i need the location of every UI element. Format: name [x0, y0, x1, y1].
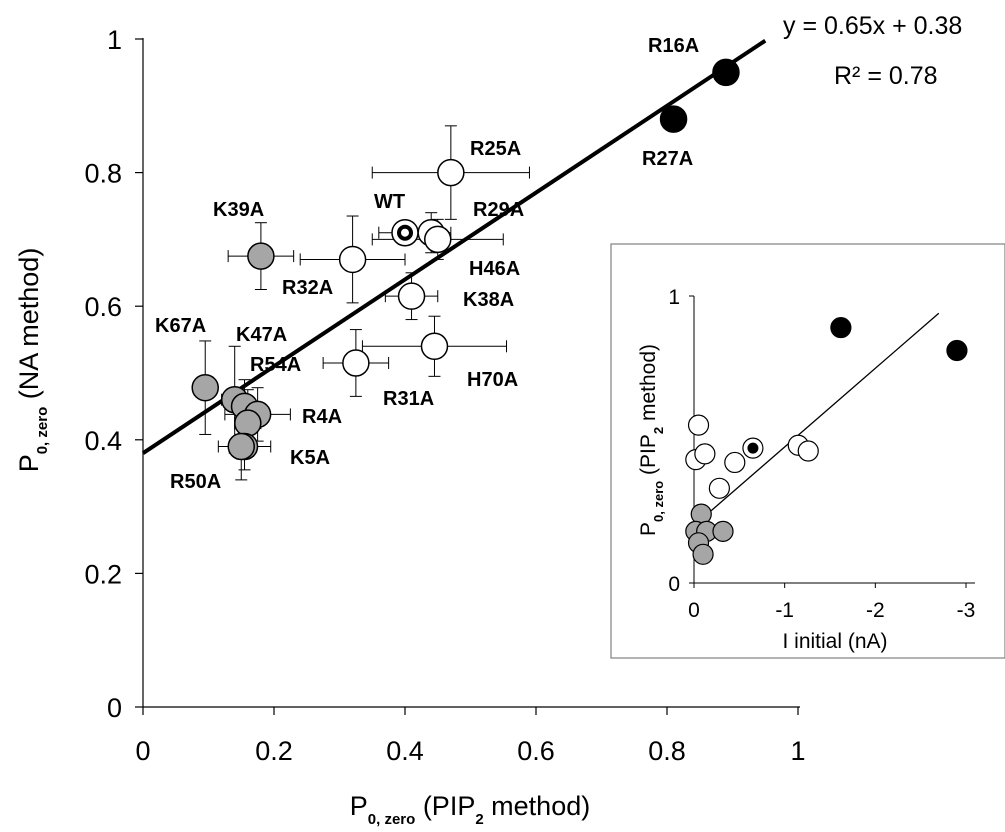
inset-x-tick-label: 0 — [688, 599, 700, 622]
y-tick-label: 0.2 — [84, 559, 122, 589]
inset-data-point — [724, 451, 746, 474]
point-label-r31a: R31A — [383, 388, 434, 410]
inset-data-point — [830, 316, 852, 339]
data-point-r32a — [338, 245, 367, 274]
inset-x-tick-label: -1 — [775, 599, 794, 622]
point-label-k38a: K38A — [463, 289, 514, 311]
inset-data-point — [946, 339, 968, 362]
inset-data-point — [694, 443, 716, 465]
inset-x-tick-label: -2 — [866, 599, 885, 622]
inset-x-tick-label: -3 — [957, 599, 976, 622]
y-tick-label: 0.8 — [84, 159, 122, 189]
point-label-wt: WT — [374, 191, 405, 213]
point-label-k67a: K67A — [155, 315, 206, 337]
x-tick-label: 0.6 — [517, 736, 555, 766]
regression-line — [141, 39, 767, 455]
data-point-r31a — [342, 349, 370, 377]
point-label-r16a: R16A — [648, 35, 699, 57]
equation-label: y = 0.65x + 0.38 — [783, 12, 962, 40]
point-label-k47a: K47A — [236, 324, 287, 346]
point-label-r27a: R27A — [642, 148, 693, 170]
y-tick-label: 0 — [107, 693, 122, 723]
inset-wt-inner-dot — [747, 442, 759, 454]
data-point-r27a — [659, 105, 688, 133]
inset-data-point — [797, 440, 819, 462]
point-label-h46a: H46A — [469, 258, 520, 280]
point-label-r32a: R32A — [282, 277, 333, 299]
x-tick-label: 0 — [135, 736, 150, 766]
inset-y-tick-label: 1 — [668, 286, 680, 309]
inset-y-tick-label: 0 — [668, 573, 680, 596]
inset-y-axis-title: P0, zero (PIP2 method) — [637, 344, 666, 536]
point-label-k5a: K5A — [290, 447, 330, 469]
point-label-r50a: R50A — [170, 471, 221, 493]
y-tick-label: 0.4 — [84, 426, 122, 456]
inset-x-axis-title: I initial (nA) — [782, 630, 887, 653]
data-point — [234, 409, 262, 437]
point-label-k39a: K39A — [213, 199, 264, 221]
x-axis-title: P0, zero (PIP2 method) — [350, 791, 590, 828]
y-tick-label: 0.6 — [84, 292, 122, 322]
point-label-r54a: R54A — [250, 354, 301, 376]
inset-data-point — [687, 414, 710, 436]
point-label-r4a: R4A — [302, 406, 342, 428]
data-point-r16a — [712, 58, 740, 87]
y-tick-label: 1 — [107, 25, 122, 55]
x-tick-label: 0.8 — [648, 736, 686, 766]
x-tick-label: 1 — [790, 736, 805, 766]
wt-inner-ring — [397, 224, 413, 241]
r-squared-label: R² = 0.78 — [834, 62, 938, 90]
x-tick-label: 0.2 — [255, 736, 293, 766]
inset-data-point — [712, 520, 734, 542]
inset-fit-line — [693, 312, 940, 527]
data-point-r25a — [437, 158, 465, 187]
y-axis-title: P0, zero (NA method) — [14, 248, 51, 473]
point-label-r25a: R25A — [470, 138, 521, 160]
x-tick-label: 0.4 — [386, 736, 424, 766]
data-point-r50a — [227, 432, 255, 461]
point-label-h70a: H70A — [467, 369, 518, 391]
data-point-k38a — [397, 282, 426, 310]
inset-data-point — [692, 543, 714, 565]
data-point-k67a — [191, 373, 219, 402]
inset-data-point — [708, 477, 730, 499]
point-label-r29a: R29A — [473, 199, 524, 221]
data-point-h46a — [424, 225, 452, 254]
data-point-k39a — [247, 242, 275, 270]
data-point-h70a — [420, 332, 449, 361]
